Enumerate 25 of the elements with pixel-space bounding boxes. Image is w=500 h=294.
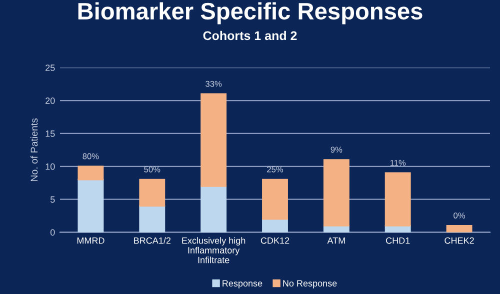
y-tick-label: 15: [46, 130, 55, 137]
x-tick-label: CHD1: [386, 237, 410, 244]
x-tick-label: CDK12: [260, 237, 290, 244]
chart-subtitle: Cohorts 1 and 2: [203, 30, 297, 40]
x-tick-label: ATM: [327, 237, 345, 244]
annotation: 9%: [330, 146, 342, 153]
x-tick-label: BRCA1/2: [134, 237, 171, 244]
legend-label: No Response: [283, 280, 337, 288]
annotation: 50%: [144, 166, 160, 172]
x-tick-label: CHEK2: [444, 237, 474, 244]
x-tick-label: MMRD: [77, 237, 104, 244]
annotation: 33%: [206, 80, 222, 87]
annotation: 25%: [267, 166, 284, 172]
y-tick-label: 20: [46, 98, 55, 104]
chart-title: Biomarker Specific Responses: [78, 2, 422, 24]
y-tick-label: 5: [50, 196, 55, 203]
x-tick-label: Exclusively high Inflammatory Infiltrate: [182, 237, 246, 264]
y-tick-label: 25: [46, 64, 55, 71]
y-tick-label: 10: [46, 163, 55, 170]
y-axis-title: No. of Patients: [30, 118, 38, 182]
annotation: 11%: [390, 160, 406, 166]
y-tick-label: 0: [50, 229, 55, 236]
annotation: 80%: [82, 153, 99, 160]
annotation: 0%: [454, 212, 466, 218]
legend-label: Response: [222, 280, 262, 288]
